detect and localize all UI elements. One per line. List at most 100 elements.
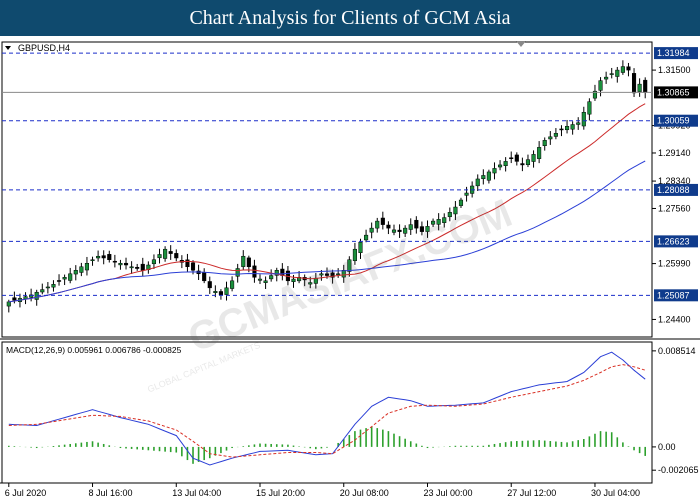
- macd-panel[interactable]: MACD(12,26,9) 0.005961 0.006786 -0.00082…: [1, 341, 699, 484]
- candle-body: [503, 161, 508, 167]
- candle-body: [531, 154, 536, 162]
- candle: [486, 169, 491, 184]
- candle-body: [397, 229, 402, 232]
- current-price-tag: [654, 86, 698, 99]
- candle-body: [576, 122, 581, 125]
- candle: [56, 274, 62, 286]
- price-chart[interactable]: 1.315001.299201.291401.283401.275601.259…: [0, 36, 700, 500]
- time-tick-label: 23 Jul 00:00: [423, 488, 472, 498]
- candle: [537, 141, 542, 164]
- level-tag-label: 1.31984: [657, 48, 690, 58]
- candle: [475, 174, 480, 192]
- candle-body: [263, 280, 268, 283]
- candle: [96, 250, 101, 262]
- candle-body: [118, 263, 123, 266]
- candle-body: [79, 266, 84, 273]
- candle-body: [431, 220, 436, 225]
- candle: [553, 128, 558, 140]
- candle-body: [615, 69, 620, 77]
- candle-body: [514, 154, 519, 162]
- candle: [386, 221, 391, 235]
- candle: [257, 274, 263, 285]
- candle-body: [464, 192, 469, 196]
- candle: [570, 121, 575, 135]
- candle: [168, 245, 173, 260]
- time-tick-label: 13 Jul 04:00: [172, 488, 221, 498]
- candle-body: [587, 101, 592, 115]
- candle: [408, 218, 413, 235]
- candle-body: [135, 266, 140, 269]
- candle-body: [542, 140, 547, 147]
- candle: [492, 162, 497, 180]
- candle: [369, 222, 374, 239]
- candle-body: [308, 282, 313, 285]
- candle-body: [140, 263, 145, 271]
- candle: [101, 250, 106, 265]
- candle-body: [548, 136, 553, 140]
- candlestick-panel[interactable]: 1.315001.299201.291401.283401.275601.259…: [0, 41, 700, 340]
- candle: [425, 220, 430, 238]
- candle: [531, 150, 536, 168]
- candle-body: [202, 272, 207, 282]
- candle-body: [274, 270, 279, 276]
- candle: [587, 98, 592, 121]
- time-tick-label: 30 Jul 04:00: [591, 488, 640, 498]
- candle: [397, 224, 402, 238]
- candle: [241, 250, 246, 271]
- candle-body: [101, 255, 106, 259]
- level-tag: [654, 47, 698, 60]
- candle: [548, 131, 553, 145]
- candle-body: [598, 80, 603, 91]
- candle: [604, 71, 609, 84]
- candle-body: [458, 199, 464, 206]
- macd-signal-line: [8, 364, 646, 458]
- candle-body: [56, 280, 62, 282]
- candle-body: [492, 168, 497, 174]
- candle: [498, 160, 503, 171]
- candle: [520, 157, 525, 172]
- candle-body: [224, 287, 229, 295]
- candle-body: [129, 266, 134, 269]
- candle-body: [453, 206, 458, 215]
- candle: [62, 274, 67, 286]
- candle: [442, 213, 447, 228]
- level-tag: [654, 235, 698, 248]
- candle-body: [380, 217, 385, 225]
- candle-body: [84, 263, 89, 271]
- candle-body: [163, 248, 168, 259]
- candle-body: [620, 66, 625, 73]
- candle: [509, 151, 514, 164]
- candle: [230, 276, 235, 292]
- candle-body: [51, 284, 56, 288]
- level-tag: [654, 289, 698, 302]
- candle: [352, 242, 357, 265]
- price-tick-label: 1.31500: [658, 65, 691, 75]
- candle: [358, 238, 363, 259]
- candle: [185, 253, 190, 272]
- candle: [464, 186, 469, 202]
- candle-body: [391, 229, 397, 233]
- candle-body: [352, 248, 357, 262]
- candle: [45, 282, 50, 294]
- level-tag-label: 1.26623: [657, 236, 690, 246]
- candle-body: [90, 259, 95, 261]
- macd-legend-label: MACD(12,26,9) 0.005961 0.006786 -0.00082…: [6, 345, 182, 355]
- candle-body: [609, 73, 614, 75]
- price-tick-label: 1.29140: [658, 148, 691, 158]
- candle-body: [246, 257, 251, 268]
- candle: [576, 117, 581, 130]
- time-tick-label: 6 Jul 2020: [5, 488, 47, 498]
- candle-body: [475, 178, 480, 187]
- candle: [503, 157, 508, 172]
- time-tick-label: 8 Jul 16:00: [89, 488, 133, 498]
- candle-body: [151, 259, 156, 265]
- candle: [391, 224, 397, 236]
- time-tick-label: 27 Jul 12:00: [507, 488, 556, 498]
- symbol-dropdown-icon: [5, 46, 11, 50]
- candle-body: [62, 277, 67, 280]
- candle: [637, 78, 642, 97]
- candle-body: [6, 301, 11, 307]
- price-tick-label: 1.28340: [658, 176, 691, 186]
- candle-body: [447, 212, 452, 218]
- candle: [107, 250, 112, 263]
